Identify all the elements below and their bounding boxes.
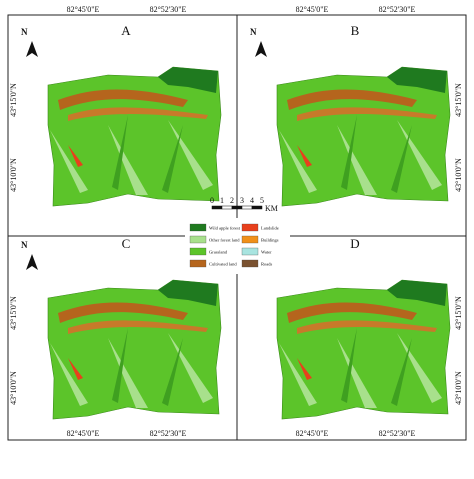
- north-label: N: [250, 27, 257, 37]
- panel-label: A: [121, 23, 131, 38]
- map-panel: B N 82°45'0"E 82°52'30"E 43°15'0"N 43°10'0"N: [250, 5, 463, 207]
- legend-label: Other forest land: [209, 238, 240, 243]
- scale-segment: [231, 205, 243, 210]
- land-cover-map: [47, 279, 222, 420]
- scale-segment: [221, 205, 233, 210]
- legend-swatch: [241, 247, 259, 256]
- scale-tick: 0: [210, 196, 214, 205]
- legend-label: Wild apple forest: [209, 226, 241, 231]
- legend-label: Grassland: [209, 250, 228, 255]
- legend-label: Roads: [261, 262, 272, 267]
- legend: Wild apple forest Landslide Other forest l…: [189, 223, 279, 268]
- map-panel: C N 82°45'0"E 82°52'30"E 43°15'0"N 43°10'0"N: [9, 236, 222, 438]
- latitude-label: 43°10'0"N: [9, 158, 18, 192]
- latitude-label: 43°10'0"N: [454, 371, 463, 405]
- longitude-label: 82°45'0"E: [67, 429, 100, 438]
- longitude-label: 82°45'0"E: [67, 5, 100, 14]
- north-arrow: [26, 41, 38, 57]
- longitude-label: 82°45'0"E: [296, 5, 329, 14]
- north-label: N: [21, 27, 28, 37]
- latitude-label: 43°15'0"N: [9, 83, 18, 117]
- legend-swatch: [189, 259, 207, 268]
- land-cover-map: [47, 66, 222, 207]
- panel-label: C: [122, 236, 131, 251]
- legend-label: Water: [261, 250, 272, 255]
- scale-tick: 1: [220, 196, 224, 205]
- longitude-label: 82°52'30"E: [379, 5, 416, 14]
- longitude-label: 82°52'30"E: [379, 429, 416, 438]
- legend-swatch: [189, 235, 207, 244]
- legend-swatch: [189, 247, 207, 256]
- north-label: N: [21, 240, 28, 250]
- scale-tick: 3: [240, 196, 244, 205]
- scale-segment: [211, 205, 223, 210]
- scale-bar: 0 1 2 3 4 5KM: [210, 196, 278, 213]
- longitude-label: 82°52'30"E: [150, 5, 187, 14]
- north-arrow: [255, 41, 267, 57]
- longitude-label: 82°52'30"E: [150, 429, 187, 438]
- latitude-label: 43°15'0"N: [454, 296, 463, 330]
- land-cover-map: [276, 279, 451, 420]
- scale-tick: 2: [230, 196, 234, 205]
- scale-unit: KM: [265, 204, 278, 213]
- latitude-label: 43°10'0"N: [9, 371, 18, 405]
- scale-segment: [241, 205, 253, 210]
- latitude-label: 43°15'0"N: [454, 83, 463, 117]
- scale-tick: 5: [260, 196, 264, 205]
- legend-swatch: [241, 223, 259, 232]
- legend-swatch: [189, 223, 207, 232]
- north-arrow: [26, 254, 38, 270]
- scale-tick: 4: [250, 196, 254, 205]
- latitude-label: 43°10'0"N: [454, 158, 463, 192]
- legend-swatch: [241, 259, 259, 268]
- scale-segment: [251, 205, 263, 210]
- legend-label: Landslide: [261, 226, 279, 231]
- legend-label: Cultivated land: [209, 262, 237, 267]
- panel-label: B: [351, 23, 360, 38]
- land-cover-map: [276, 66, 451, 207]
- panel-label: D: [350, 236, 359, 251]
- map-panel: A N 82°45'0"E 82°52'30"E 43°15'0"N 43°10'0"N: [9, 5, 222, 207]
- latitude-label: 43°15'0"N: [9, 296, 18, 330]
- legend-label: Buildings: [261, 238, 279, 243]
- legend-swatch: [241, 235, 259, 244]
- longitude-label: 82°45'0"E: [296, 429, 329, 438]
